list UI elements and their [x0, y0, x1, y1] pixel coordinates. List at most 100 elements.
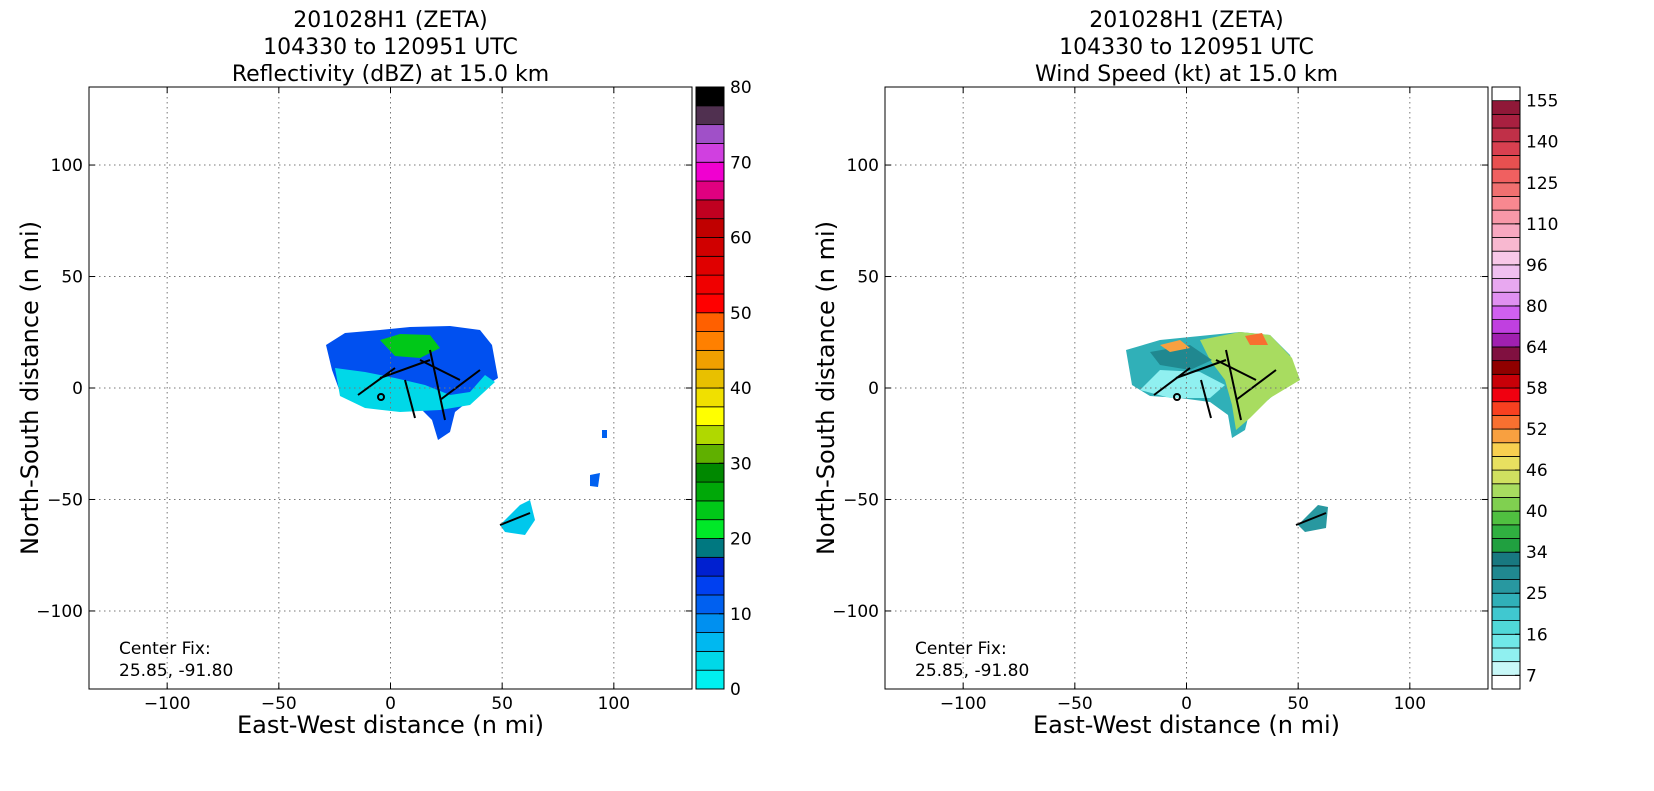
colorbar-segment [1491, 510, 1521, 526]
colorbar-segment [695, 406, 725, 427]
colorbar-segment [1491, 551, 1521, 567]
colorbar-segment [1491, 373, 1521, 389]
y-axis-label: North-South distance (n mi) [16, 221, 44, 555]
colorbar-tick-label: 10 [730, 605, 752, 625]
colorbar-tick-label: 140 [1526, 133, 1558, 153]
colorbar-segment [1491, 469, 1521, 485]
x-tick-label: 50 [491, 694, 513, 714]
y-tick-label: −100 [832, 602, 879, 622]
colorbar-tick-label: 40 [1526, 502, 1548, 522]
colorbar-tick-label: 110 [1526, 215, 1558, 235]
x-tick-label: 50 [1287, 694, 1309, 714]
annotation: 25.85, -91.80 [915, 661, 1029, 681]
colorbar-segment [695, 293, 725, 314]
colorbar-segment [695, 538, 725, 558]
colorbar-segment [1491, 674, 1521, 690]
x-tick-label: −100 [144, 694, 191, 714]
colorbar-segment [1491, 332, 1521, 348]
colorbar-tick-label: 46 [1526, 461, 1548, 481]
colorbar-segment [695, 312, 725, 332]
colorbar-tick-label: 52 [1526, 420, 1548, 440]
colorbar-segment [1491, 237, 1521, 252]
chart-title: Reflectivity (dBZ) at 15.0 km [232, 62, 549, 87]
colorbar-segment [1491, 497, 1521, 512]
y-tick-label: 100 [51, 156, 83, 176]
colorbar-segment [1491, 401, 1521, 416]
colorbar-segment [1491, 565, 1521, 580]
colorbar-segment [695, 161, 725, 182]
chart-title: Wind Speed (kt) at 15.0 km [1035, 62, 1338, 87]
colorbar-segment [1491, 100, 1521, 115]
x-tick-label: 0 [385, 694, 396, 714]
colorbar-segment [1491, 155, 1521, 170]
colorbar-segment [695, 387, 725, 408]
colorbar-segment [1491, 223, 1521, 238]
colorbar-segment [695, 199, 725, 220]
x-axis-label: East-West distance (n mi) [237, 711, 544, 739]
chart-title: 104330 to 120951 UTC [1059, 35, 1314, 60]
colorbar-segment [695, 180, 725, 201]
colorbar-tick-label: 7 [1526, 666, 1537, 686]
colorbar-segment [695, 444, 725, 464]
colorbar-segment [1491, 428, 1521, 444]
colorbar-segment [1491, 305, 1521, 320]
colorbar-segment [695, 143, 725, 163]
colorbar-tick-label: 96 [1526, 256, 1548, 276]
colorbar-tick-label: 20 [730, 530, 752, 550]
colorbar-segment [1491, 209, 1521, 225]
colorbar-segment [695, 368, 725, 389]
x-tick-label: 100 [1394, 694, 1426, 714]
colorbar-tick-label: 60 [730, 229, 752, 249]
y-tick-label: −50 [47, 490, 83, 510]
colorbar-segment [695, 613, 725, 633]
colorbar-segment [695, 274, 725, 295]
x-tick-label: 100 [598, 694, 630, 714]
y-tick-label: −100 [36, 602, 83, 622]
colorbar-tick-label: 0 [730, 680, 741, 700]
colorbar-segment [695, 650, 725, 671]
colorbar-segment [1491, 346, 1521, 362]
chart-title: 201028H1 (ZETA) [293, 8, 487, 33]
wind-speed-field [1126, 332, 1328, 532]
colorbar-segment [1491, 127, 1521, 143]
x-tick-label: −100 [940, 694, 987, 714]
colorbar-segment [695, 124, 725, 144]
colorbar-tick-label: 80 [1526, 297, 1548, 317]
colorbar-tick-label: 58 [1526, 379, 1548, 399]
colorbar-segment [695, 669, 725, 690]
colorbar-segment [1491, 113, 1521, 129]
y-tick-label: 50 [61, 268, 83, 288]
colorbar-segment [695, 632, 725, 652]
y-tick-label: −50 [843, 490, 879, 510]
colorbar-segment [695, 556, 725, 577]
colorbar-tick-label: 16 [1526, 625, 1548, 645]
colorbar-segment [1491, 250, 1521, 266]
colorbar-segment [695, 105, 725, 126]
colorbar-segment [1491, 579, 1521, 594]
colorbar-tick-label: 155 [1526, 92, 1558, 112]
colorbar-tick-label: 125 [1526, 174, 1558, 194]
annotation: 25.85, -91.80 [119, 661, 233, 681]
colorbar-segment [1491, 319, 1521, 334]
colorbar-segment [1491, 456, 1521, 471]
colorbar-segment [695, 331, 725, 351]
colorbar-segment [1491, 606, 1521, 621]
colorbar-tick-label: 70 [730, 153, 752, 173]
colorbar-segment [1491, 538, 1521, 553]
colorbar-segment [1491, 442, 1521, 457]
colorbar-segment [1491, 196, 1521, 211]
colorbar-segment [695, 575, 725, 596]
plot-frame [884, 86, 1489, 690]
colorbar-segment [1491, 278, 1521, 293]
colorbar-segment [695, 481, 725, 502]
colorbar-segment [695, 218, 725, 238]
chart-title: 104330 to 120951 UTC [263, 35, 518, 60]
colorbar-segment [1491, 524, 1521, 539]
colorbar-segment [695, 255, 725, 276]
colorbar-segment [1491, 387, 1521, 403]
colorbar-tick-label: 64 [1526, 338, 1548, 358]
plot-frame [88, 86, 693, 690]
x-tick-label: 0 [1181, 694, 1192, 714]
colorbar-segment [1491, 633, 1521, 649]
